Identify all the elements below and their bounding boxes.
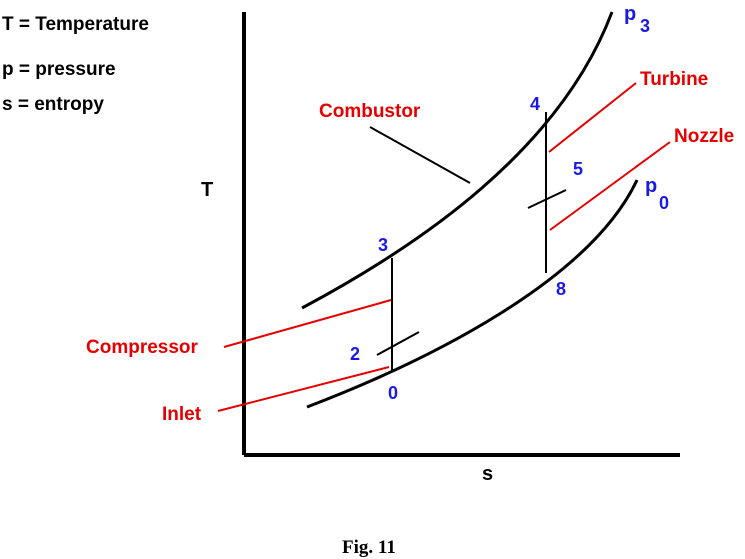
nozzle-leader xyxy=(549,141,671,231)
point-4-label: 4 xyxy=(530,94,540,114)
lower-curve-label: p xyxy=(645,175,657,197)
y-axis-label: T xyxy=(201,179,213,201)
legend-entropy: s = entropy xyxy=(2,94,104,115)
compressor-label: Compressor xyxy=(86,337,199,358)
upper-pressure-curve xyxy=(301,11,614,310)
figure-caption: Fig. 11 xyxy=(342,537,396,558)
lower-pressure-curve xyxy=(306,179,639,409)
upper-curve-label: p xyxy=(624,3,636,25)
point-5-label: 5 xyxy=(573,159,583,179)
tick-mark-2 xyxy=(376,331,420,356)
point-0-label: 0 xyxy=(388,383,398,403)
legend-pressure: p = pressure xyxy=(2,59,116,80)
tick-mark-5 xyxy=(527,189,567,209)
combustor-label: Combustor xyxy=(319,101,421,122)
legend-temperature: T = Temperature xyxy=(2,14,149,35)
nozzle-label: Nozzle xyxy=(674,126,734,147)
point-2-label: 2 xyxy=(350,344,360,364)
compressor-leader xyxy=(223,299,392,348)
point-8-label: 8 xyxy=(556,279,566,299)
inlet-leader xyxy=(217,366,390,412)
turbine-leader xyxy=(548,82,637,153)
upper-curve-subscript: 3 xyxy=(640,16,650,36)
combustor-leader xyxy=(369,126,471,184)
x-axis-label: s xyxy=(482,463,493,485)
lower-curve-subscript: 0 xyxy=(659,193,669,213)
turbine-label: Turbine xyxy=(640,69,708,90)
inlet-label: Inlet xyxy=(162,404,202,425)
point-3-label: 3 xyxy=(378,235,388,255)
